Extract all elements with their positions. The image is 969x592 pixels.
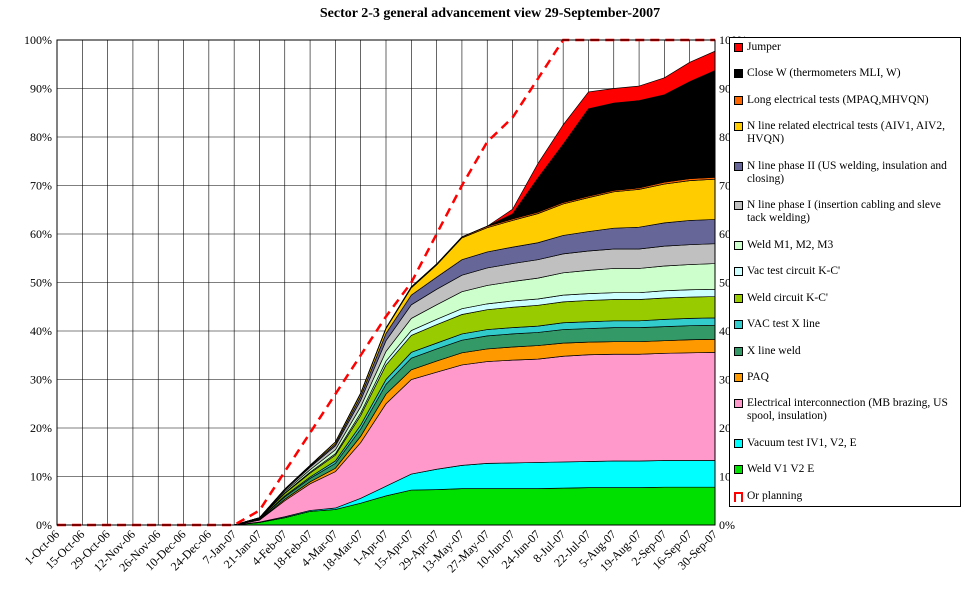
legend-swatch: [734, 293, 743, 303]
legend-label: Weld circuit K-C': [747, 291, 828, 304]
legend-swatch: [734, 69, 743, 79]
legend-swatch: [734, 465, 743, 475]
y2-tick-label: 0%: [719, 518, 735, 532]
legend-swatch: [734, 161, 743, 171]
legend-label: PAQ: [747, 370, 769, 383]
legend-label: Close W (thermometers MLI, W): [747, 67, 901, 80]
legend-swatch: [734, 122, 743, 132]
legend-label: Electrical interconnection (MB brazing, …: [747, 397, 948, 423]
legend-label: Weld V1 V2 E: [747, 463, 815, 476]
legend-swatch: [734, 491, 743, 502]
legend-label: Jumper: [747, 41, 781, 53]
legend-label: Vacuum test IV1, V2, E: [747, 436, 857, 449]
y-tick-label: 100%: [24, 33, 52, 47]
legend-label: Weld M1, M2, M3: [747, 238, 834, 251]
legend-swatch: [734, 267, 743, 277]
legend-item: Weld circuit K-C': [734, 292, 956, 305]
legend-item: N line phase I (insertion cabling and sl…: [734, 199, 956, 225]
legend-label: VAC test X line: [747, 318, 820, 331]
legend-item: Weld V1 V2 E: [734, 463, 956, 476]
y-tick-label: 50%: [30, 276, 52, 290]
y-tick-label: 0%: [36, 518, 52, 532]
legend-item: N line phase II (US welding, insulation …: [734, 160, 956, 186]
plot-border: [56, 39, 716, 526]
legend-label: N line phase I (insertion cabling and sl…: [747, 199, 941, 225]
legend-item: Vacuum test IV1, V2, E: [734, 437, 956, 450]
legend-item: X line weld: [734, 345, 956, 358]
legend-swatch: [734, 346, 743, 356]
legend-label: Long electrical tests (MPAQ,MHVQN): [747, 93, 929, 106]
y-tick-label: 40%: [30, 324, 52, 338]
legend-item: PAQ: [734, 371, 956, 384]
legend-label: Vac test circuit K-C': [747, 265, 841, 278]
y-tick-label: 90%: [30, 82, 52, 96]
legend-item: Jumper: [734, 41, 956, 54]
y-tick-label: 70%: [30, 179, 52, 193]
legend-item: Close W (thermometers MLI, W): [734, 67, 956, 80]
legend: Jumper Close W (thermometers MLI, W) Long …: [729, 37, 961, 507]
legend-label: Or planning: [747, 489, 803, 502]
areas: [57, 50, 716, 526]
legend-item: Vac test circuit K-C': [734, 265, 956, 278]
legend-item: Weld M1, M2, M3: [734, 239, 956, 252]
legend-swatch: [734, 95, 743, 105]
legend-swatch: [734, 201, 743, 211]
legend-label: N line related electrical tests (AIV1, A…: [747, 120, 945, 146]
y-tick-label: 20%: [30, 421, 52, 435]
legend-swatch: [734, 43, 743, 52]
y-tick-label: 60%: [30, 227, 52, 241]
legend-swatch: [734, 372, 743, 382]
y-tick-label: 80%: [30, 130, 52, 144]
legend-swatch: [734, 320, 743, 330]
legend-item: N line related electrical tests (AIV1, A…: [734, 120, 956, 146]
legend-swatch: [734, 399, 743, 409]
legend-label: N line phase II (US welding, insulation …: [747, 159, 947, 185]
legend-label: X line weld: [747, 344, 801, 357]
legend-item: Long electrical tests (MPAQ,MHVQN): [734, 94, 956, 107]
y-tick-label: 30%: [30, 373, 52, 387]
legend-item: VAC test X line: [734, 318, 956, 331]
legend-item: Or planning: [734, 490, 956, 503]
legend-swatch: [734, 240, 743, 250]
chart-title: Sector 2-3 general advancement view 29-S…: [320, 6, 660, 21]
legend-item: Electrical interconnection (MB brazing, …: [734, 397, 956, 423]
y-tick-label: 10%: [30, 470, 52, 484]
legend-swatch: [734, 438, 743, 448]
